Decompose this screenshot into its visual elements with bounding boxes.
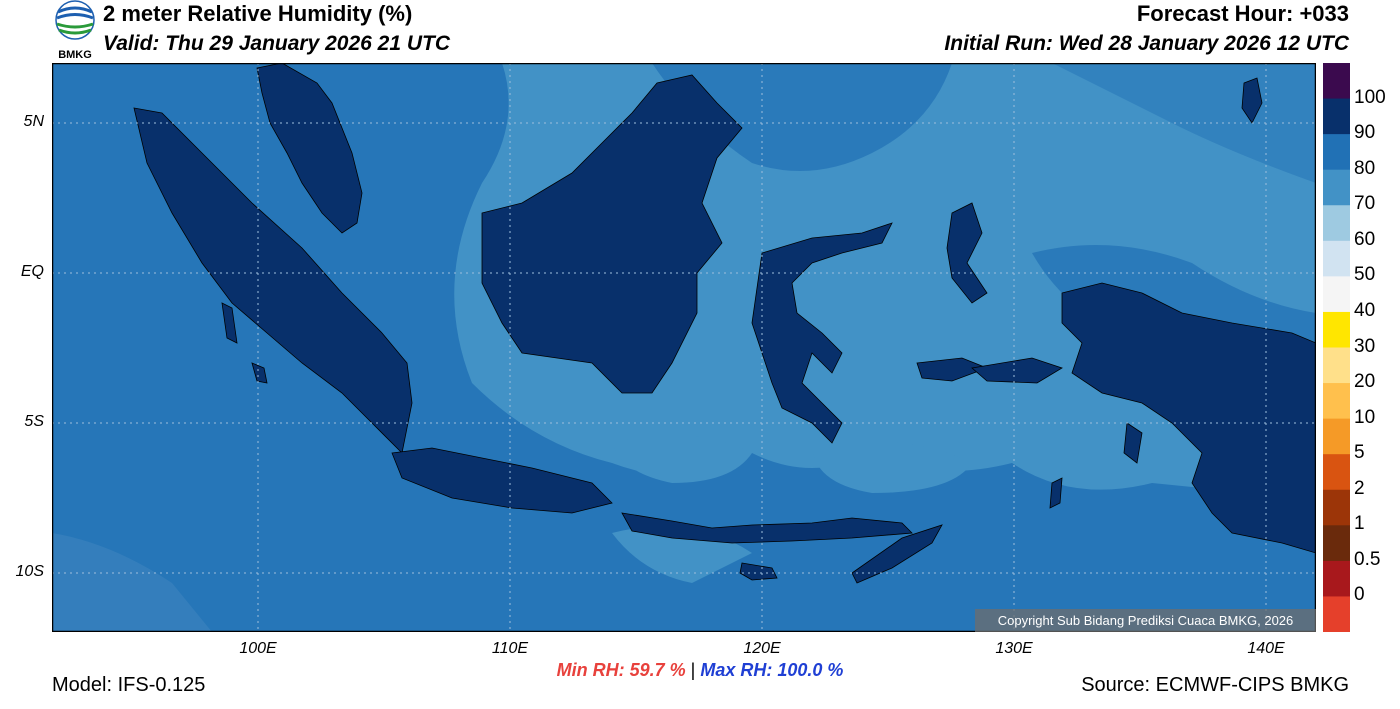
forecast-hour: Forecast Hour: +033 [1136, 1, 1349, 26]
lat-label-eq: EQ [20, 263, 44, 280]
map-canvas [51, 62, 1317, 633]
buru [916, 357, 989, 382]
seram [971, 357, 1063, 384]
sumba [739, 562, 778, 581]
colorbar-segment [1323, 525, 1350, 562]
logo-text: BMKG [58, 49, 92, 61]
papua [1061, 282, 1317, 554]
colorbar [1323, 63, 1350, 633]
colorbar-segment [1323, 560, 1350, 597]
colorbar-label: 80 [1354, 157, 1376, 179]
colorbar-segment [1323, 347, 1350, 384]
colorbar-label: 40 [1354, 299, 1376, 321]
colorbar-label: 60 [1354, 228, 1376, 250]
colorbar-segment [1323, 596, 1350, 633]
colorbar-label: 50 [1354, 264, 1376, 286]
colorbar-label: 10 [1354, 406, 1376, 428]
colorbar-label: 100 [1354, 86, 1386, 108]
min-rh: Min RH: 59.7 % [556, 660, 686, 680]
lon-label-140e: 140E [1247, 640, 1285, 657]
colorbar-segment [1323, 311, 1350, 348]
halmahera [946, 202, 988, 304]
land [133, 62, 1317, 584]
max-rh: Max RH: 100.0 % [700, 660, 844, 680]
malay-peninsula [256, 62, 363, 234]
copyright-note: Copyright Sub Bidang Prediksi Cuaca BMKG… [975, 609, 1316, 632]
grid [52, 63, 1316, 632]
valid-time: Valid: Thu 29 January 2026 21 UTC [103, 32, 451, 55]
timor [851, 524, 943, 584]
lat-label-10s: 10S [15, 563, 44, 580]
humidity-map [51, 62, 1317, 633]
colorbar-label: 30 [1354, 335, 1376, 357]
colorbar-label: 5 [1354, 442, 1365, 464]
colorbar-label: 0.5 [1354, 548, 1381, 570]
colorbar-segment [1323, 205, 1350, 242]
colorbar-segment [1323, 98, 1350, 135]
lat-label-5n: 5N [23, 113, 44, 130]
stats-separator: | [690, 660, 696, 680]
colorbar-segment [1323, 134, 1350, 171]
colorbar-segment [1323, 454, 1350, 491]
colorbar-label: 0 [1354, 584, 1365, 606]
colorbar-segment [1323, 383, 1350, 420]
borneo [481, 74, 743, 394]
lon-label-100e: 100E [239, 640, 277, 657]
java [391, 447, 613, 514]
colorbar-label: 2 [1354, 477, 1365, 499]
colorbar-segment [1323, 169, 1350, 206]
colorbar-segment [1323, 240, 1350, 277]
colorbar-label: 1 [1354, 513, 1365, 535]
bmkg-logo: BMKG [50, 0, 100, 62]
colorbar-segment [1323, 489, 1350, 526]
model-name: Model: IFS-0.125 [52, 674, 206, 696]
colorbar-label: 70 [1354, 193, 1376, 215]
colorbar-segment [1323, 418, 1350, 455]
map-title: 2 meter Relative Humidity (%) [103, 1, 413, 26]
lon-label-130e: 130E [995, 640, 1033, 657]
colorbar-label: 90 [1354, 122, 1376, 144]
colorbar-segment [1323, 276, 1350, 313]
lon-label-110e: 110E [491, 640, 529, 657]
sulawesi [751, 222, 893, 444]
rh-stats: Min RH: 59.7 % | Max RH: 100.0 % [0, 660, 1400, 681]
initial-run: Initial Run: Wed 28 January 2026 12 UTC [944, 32, 1349, 55]
lesser-sunda [621, 512, 913, 544]
data-source: Source: ECMWF-CIPS BMKG [1081, 674, 1349, 696]
lat-label-5s: 5S [24, 413, 44, 430]
colorbar-segment [1323, 63, 1350, 100]
colorbar-label: 20 [1354, 371, 1376, 393]
lon-label-120e: 120E [743, 640, 781, 657]
